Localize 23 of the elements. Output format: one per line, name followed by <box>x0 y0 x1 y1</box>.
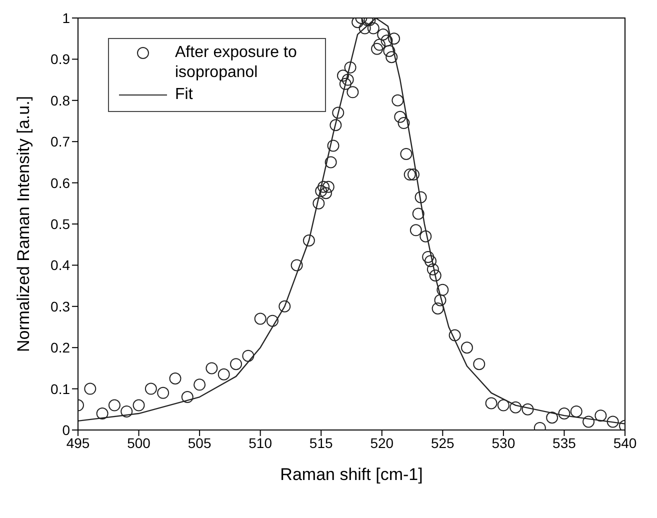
y-tick-label: 0.9 <box>50 51 70 68</box>
x-axis-title: Raman shift [cm-1] <box>280 465 423 484</box>
x-tick-label: 535 <box>552 434 576 451</box>
x-tick-label: 505 <box>188 434 212 451</box>
legend-label: After exposure to isopropanol <box>175 43 298 83</box>
legend-label: Fit <box>175 85 194 105</box>
x-tick-label: 530 <box>492 434 516 451</box>
y-tick-label: 0.6 <box>50 174 70 191</box>
y-tick-label: 0.3 <box>50 298 70 314</box>
y-tick-label: 1 <box>62 10 70 26</box>
y-tick-label: 0.8 <box>50 92 70 108</box>
y-tick-label: 0.7 <box>50 134 70 150</box>
y-tick-label: 0.1 <box>50 380 70 397</box>
y-axis-title: Normalized Raman Intensity [a.u.] <box>14 96 34 352</box>
y-tick-label: 0.4 <box>50 257 70 274</box>
x-tick-label: 500 <box>127 434 151 451</box>
x-tick-label: 540 <box>613 434 637 451</box>
y-tick-label: 0.2 <box>50 340 70 356</box>
x-tick-label: 515 <box>309 434 334 451</box>
x-tick-label: 520 <box>370 434 394 451</box>
y-tick-label: 0.5 <box>50 216 70 232</box>
x-tick-label: 510 <box>248 434 272 451</box>
x-tick-label: 525 <box>430 434 455 451</box>
